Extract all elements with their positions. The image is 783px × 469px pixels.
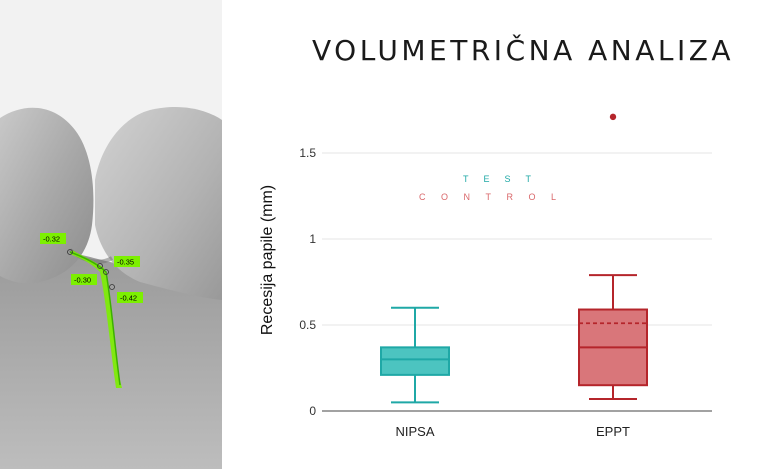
measurement-tag-4: -0.42 [117,292,143,303]
gum-region [0,249,222,469]
measurement-line [69,251,121,386]
y-tick-label: 1 [309,232,316,246]
legend-control-label: CONTROL [419,192,572,202]
chart-canvas: 0 0.5 1 1.5 NIPSA EPPT [299,113,712,439]
tooth-model-illustration: -0.32 -0.35 -0.30 -0.42 [0,107,222,469]
box-plot-chart: 0 0.5 1 1.5 NIPSA EPPT [222,0,783,469]
measurement-tag-1: -0.32 [40,233,66,244]
legend-test-label: TEST [463,174,547,184]
dental-scan-image: -0.32 -0.35 -0.30 -0.42 [0,0,222,469]
tooth-left [0,107,94,284]
y-tick-label: 0 [309,404,316,418]
page-title: VOLUMETRIČNA ANALIZA [312,34,735,67]
tooth-right [95,107,222,301]
y-tick-label: 0.5 [299,318,316,332]
measurement-value: -0.32 [43,235,60,244]
x-tick-label: EPPT [596,424,630,439]
outlier-point [609,113,617,121]
measurement-tag-2: -0.35 [114,256,140,267]
measurement-value: -0.35 [117,258,134,267]
measurement-tag-3: -0.30 [71,274,97,285]
measurement-value: -0.30 [74,276,91,285]
x-tick-label: NIPSA [395,424,434,439]
iqr-box [380,346,450,376]
measurement-value: -0.42 [120,294,137,303]
y-tick-label: 1.5 [299,146,316,160]
